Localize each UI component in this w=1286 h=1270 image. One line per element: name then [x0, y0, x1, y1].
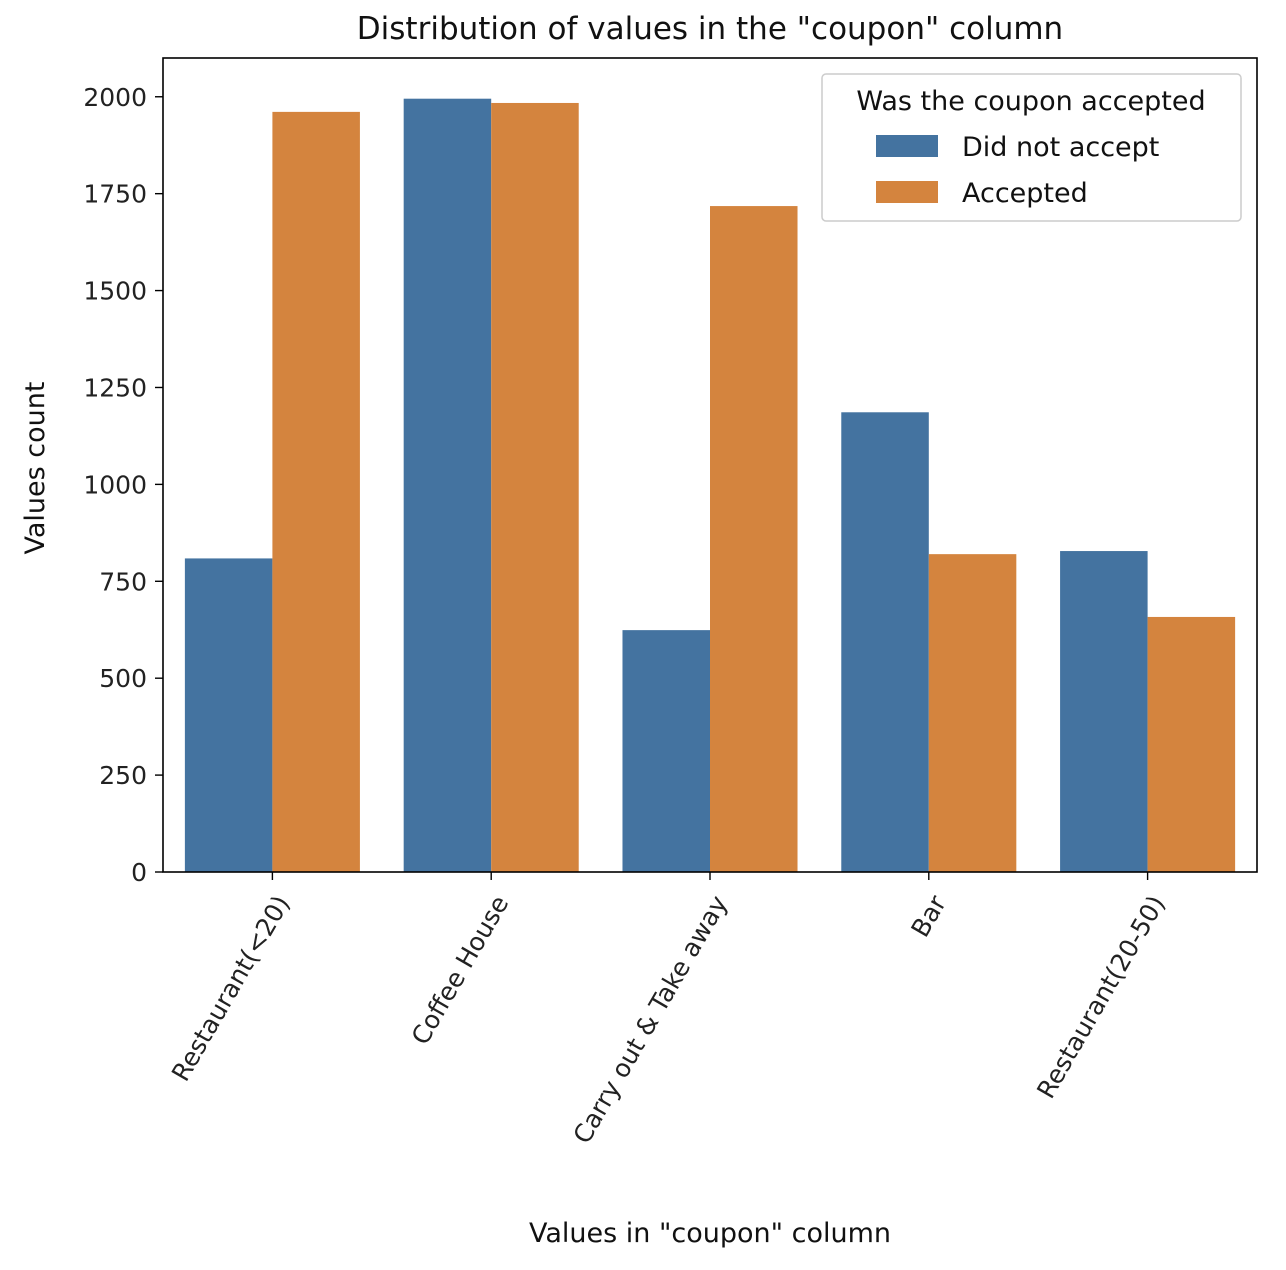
legend-label-accepted: Accepted [962, 178, 1088, 209]
legend-title: Was the coupon accepted [856, 86, 1205, 117]
x-tick-label-carry-out-take-away: Carry out & Take away [567, 890, 733, 1148]
bar-did-not-accept-restaurant-20-50 [1060, 551, 1148, 872]
x-tick-label-bar: Bar [906, 890, 953, 942]
y-tick-label-1250: 1250 [83, 373, 147, 402]
y-tick-label-750: 750 [99, 567, 147, 596]
y-tick-label-250: 250 [99, 761, 147, 790]
y-tick-label-1750: 1750 [83, 180, 147, 209]
legend-swatch-did-not-accept [876, 135, 938, 157]
x-tick-label-restaurant-20-50: Restaurant(20-50) [1031, 891, 1171, 1104]
y-tick-label-500: 500 [99, 664, 147, 693]
y-tick-label-1500: 1500 [83, 277, 147, 306]
x-tick-label-restaurant-20: Restaurant(<20) [166, 891, 296, 1087]
x-tick-label-coffee-house: Coffee House [406, 891, 515, 1050]
bar-did-not-accept-restaurant-20 [184, 558, 273, 872]
bar-accepted-restaurant-20-50 [1147, 616, 1236, 872]
x-axis-title: Values in "coupon" column [529, 1218, 891, 1249]
bar-accepted-coffee-house [491, 102, 579, 872]
y-axis-title: Values count [20, 382, 51, 555]
y-tick-label-0: 0 [131, 858, 147, 887]
bar-accepted-carry-out-take-away [710, 206, 798, 872]
legend: Was the coupon accepted Did not accept A… [821, 73, 1242, 222]
bar-did-not-accept-carry-out-take-away [622, 630, 710, 872]
bar-accepted-restaurant-20 [272, 111, 360, 872]
y-tick-label-1000: 1000 [83, 470, 147, 499]
legend-label-did-not-accept: Did not accept [962, 132, 1159, 163]
legend-swatch-accepted [876, 181, 938, 203]
chart-title: Distribution of values in the "coupon" c… [357, 11, 1063, 47]
bar-did-not-accept-bar [841, 412, 929, 872]
y-tick-label-2000: 2000 [83, 83, 147, 112]
bar-did-not-accept-coffee-house [403, 98, 492, 872]
bar-accepted-bar [928, 554, 1017, 872]
